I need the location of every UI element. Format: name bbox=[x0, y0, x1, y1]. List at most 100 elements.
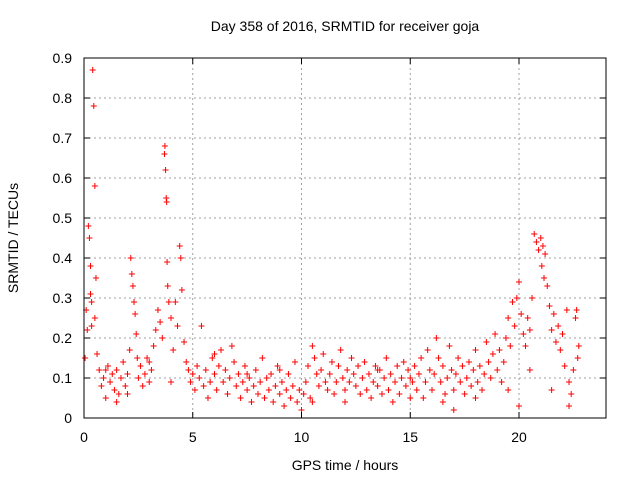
data-point bbox=[90, 103, 97, 109]
data-point bbox=[141, 371, 148, 377]
y-tick-label: 0.1 bbox=[53, 370, 73, 386]
data-point bbox=[492, 331, 499, 337]
data-point bbox=[524, 315, 531, 321]
data-point bbox=[422, 379, 429, 385]
y-tick-label: 0.7 bbox=[53, 130, 73, 146]
data-point bbox=[270, 399, 277, 405]
data-point bbox=[146, 359, 153, 365]
data-point bbox=[163, 199, 170, 205]
data-point bbox=[239, 379, 246, 385]
data-point bbox=[283, 387, 290, 393]
data-point bbox=[452, 371, 459, 377]
data-point bbox=[413, 387, 420, 393]
data-point bbox=[107, 379, 114, 385]
data-point bbox=[431, 371, 438, 377]
data-point bbox=[535, 247, 542, 253]
data-point bbox=[109, 371, 116, 377]
data-point bbox=[244, 371, 251, 377]
data-point bbox=[359, 375, 366, 381]
y-tick-label: 0 bbox=[64, 410, 72, 426]
data-point bbox=[324, 387, 331, 393]
data-point bbox=[574, 355, 581, 361]
data-point bbox=[450, 407, 457, 413]
data-point bbox=[178, 287, 185, 293]
data-point bbox=[531, 231, 538, 237]
x-axis-tick-labels: 0 5 10 15 20 bbox=[80, 429, 527, 445]
data-point bbox=[348, 355, 355, 361]
data-point bbox=[537, 235, 544, 241]
data-point bbox=[218, 347, 225, 353]
data-point bbox=[566, 379, 573, 385]
data-point bbox=[174, 323, 181, 329]
grid-lines bbox=[84, 58, 606, 418]
data-point bbox=[398, 375, 405, 381]
data-point bbox=[137, 363, 144, 369]
data-point bbox=[455, 355, 462, 361]
data-point bbox=[100, 375, 107, 381]
data-point bbox=[85, 223, 92, 229]
data-point bbox=[161, 143, 168, 149]
data-point bbox=[177, 255, 184, 261]
data-point bbox=[191, 387, 198, 393]
data-point bbox=[146, 379, 153, 385]
data-point bbox=[113, 367, 120, 373]
data-point bbox=[437, 379, 444, 385]
data-point bbox=[426, 367, 433, 373]
data-point bbox=[424, 347, 431, 353]
data-point bbox=[164, 283, 171, 289]
data-point bbox=[446, 343, 453, 349]
data-point bbox=[104, 363, 111, 369]
plot-frame bbox=[83, 57, 607, 419]
data-point bbox=[470, 367, 477, 373]
data-point bbox=[144, 355, 151, 361]
axis-ticks bbox=[83, 57, 606, 419]
data-point bbox=[572, 315, 579, 321]
data-point bbox=[502, 335, 509, 341]
data-point bbox=[418, 355, 425, 361]
data-point bbox=[346, 379, 353, 385]
data-point bbox=[139, 383, 146, 389]
data-point bbox=[405, 367, 412, 373]
data-point bbox=[415, 371, 422, 377]
data-point bbox=[402, 383, 409, 389]
data-point bbox=[126, 347, 133, 353]
data-point bbox=[411, 363, 418, 369]
data-point bbox=[276, 367, 283, 373]
data-point bbox=[461, 391, 468, 397]
data-point bbox=[87, 291, 94, 297]
data-point bbox=[200, 383, 207, 389]
data-point bbox=[150, 343, 157, 349]
x-tick-label: 20 bbox=[511, 429, 527, 445]
data-point bbox=[187, 379, 194, 385]
data-point bbox=[381, 375, 388, 381]
data-point bbox=[400, 359, 407, 365]
data-point bbox=[307, 395, 314, 401]
data-point bbox=[468, 383, 475, 389]
data-point bbox=[563, 307, 570, 313]
data-point bbox=[457, 379, 464, 385]
data-point bbox=[339, 375, 346, 381]
data-point bbox=[224, 391, 231, 397]
data-point bbox=[409, 379, 416, 385]
data-point bbox=[350, 371, 357, 377]
data-point bbox=[128, 271, 135, 277]
data-point bbox=[544, 283, 551, 289]
data-point bbox=[342, 399, 348, 405]
data-point bbox=[315, 383, 322, 389]
data-point bbox=[255, 391, 261, 397]
data-point bbox=[162, 167, 169, 173]
data-point bbox=[211, 371, 218, 377]
data-point bbox=[102, 395, 109, 401]
data-point bbox=[435, 355, 442, 361]
data-point bbox=[285, 371, 292, 377]
data-point bbox=[132, 311, 139, 317]
data-point bbox=[459, 363, 466, 369]
data-point bbox=[516, 279, 522, 285]
data-point bbox=[489, 351, 496, 357]
data-point bbox=[374, 383, 381, 389]
data-point bbox=[91, 183, 98, 189]
data-point bbox=[522, 343, 529, 349]
data-point bbox=[289, 383, 296, 389]
data-point bbox=[134, 355, 141, 361]
